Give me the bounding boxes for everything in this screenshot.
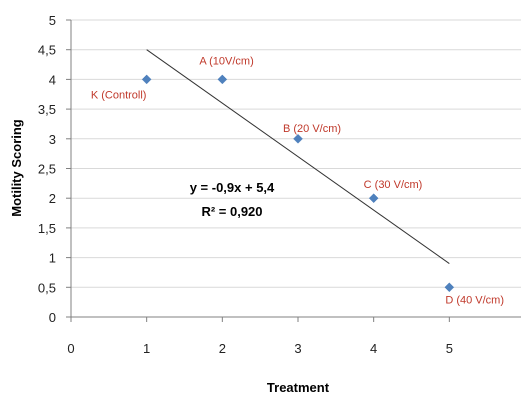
x-tick-label: 3 <box>294 341 301 356</box>
data-point <box>293 133 303 144</box>
y-tick-label: 1 <box>49 251 56 266</box>
x-tick-label: 5 <box>446 341 453 356</box>
x-axis-title: Treatment <box>267 380 330 394</box>
axis-layer <box>66 19 521 322</box>
y-tick-label: 1,5 <box>38 221 56 236</box>
trendline-equation: y = -0,9x + 5,4 <box>190 180 275 195</box>
y-tick-label: 4,5 <box>38 43 56 58</box>
data-point <box>217 74 228 85</box>
point-label: K (Controll) <box>91 89 147 101</box>
x-tick-label: 4 <box>370 341 377 356</box>
grid-layer <box>71 19 521 288</box>
data-point <box>141 74 152 85</box>
data-point <box>444 282 455 293</box>
y-tick-label: 3,5 <box>38 102 56 117</box>
y-tick-label: 2 <box>49 191 56 206</box>
point-label: A (10V/cm) <box>199 55 253 67</box>
point-label: C (30 V/cm) <box>364 179 423 191</box>
point-label: D (40 V/cm) <box>445 294 504 306</box>
trendline <box>146 49 450 264</box>
y-tick-label: 0 <box>49 310 56 325</box>
x-tick-label: 2 <box>219 341 226 356</box>
y-tick-label: 3 <box>49 132 56 147</box>
y-tick-label: 4 <box>49 72 56 87</box>
x-tick-label: 1 <box>143 341 150 356</box>
data-point <box>368 193 379 204</box>
y-tick-label: 5 <box>49 13 56 28</box>
tick-labels: 0 0,5 1 1,5 2 2,5 3 3,5 4 4,5 5 0 1 2 3 4 5 <box>38 13 453 356</box>
point-labels: K (Controll) A (10V/cm) B (20 V/cm) C (30 V… <box>91 55 504 306</box>
trendline-r-squared: R² = 0,920 <box>201 204 262 219</box>
data-points <box>141 74 455 293</box>
trendline-layer <box>146 49 450 264</box>
x-tick-label: 0 <box>67 341 74 356</box>
point-label: B (20 V/cm) <box>283 123 341 135</box>
y-tick-label: 2,5 <box>38 162 56 177</box>
y-tick-label: 0,5 <box>38 280 56 295</box>
y-axis-title: Motility Scoring <box>9 119 24 217</box>
